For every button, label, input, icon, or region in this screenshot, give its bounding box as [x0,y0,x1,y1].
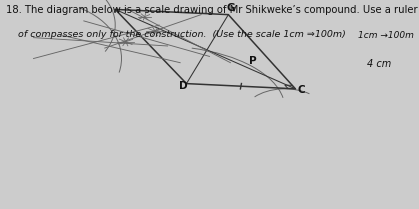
Text: 18. The diagram below is a scale drawing of Mr Shikweke’s compound. Use a ruler : 18. The diagram below is a scale drawing… [6,5,419,15]
Text: P: P [249,56,257,66]
Text: 4 cm: 4 cm [367,59,391,69]
Text: G: G [226,4,235,14]
Text: D: D [179,81,188,91]
Text: C: C [297,85,305,95]
Text: 1cm →100m: 1cm →100m [358,31,414,40]
Text: of compasses only for the construction.  (Use the scale 1cm ⇒100m): of compasses only for the construction. … [6,30,346,39]
